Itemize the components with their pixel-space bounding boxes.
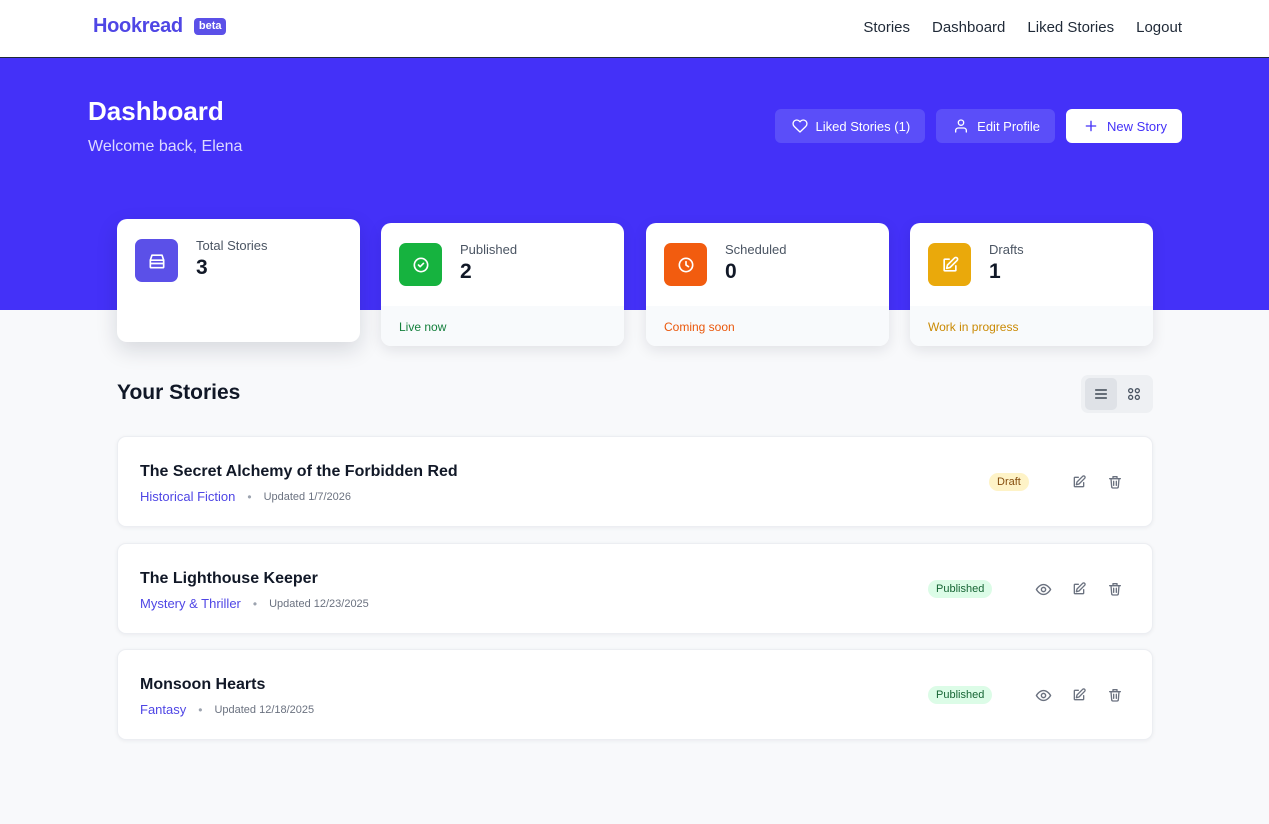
stat-value: 1 xyxy=(989,260,1001,283)
delete-story-button[interactable] xyxy=(1105,685,1125,705)
stat-label: Drafts xyxy=(989,242,1024,257)
inbox-icon xyxy=(135,239,178,282)
edit-story-button[interactable] xyxy=(1069,685,1089,705)
delete-story-button[interactable] xyxy=(1105,472,1125,492)
story-genre[interactable]: Historical Fiction xyxy=(140,489,236,504)
page-title: Dashboard xyxy=(88,96,224,126)
stat-card-total-stories[interactable]: Total Stories 3 xyxy=(117,219,360,342)
trash-icon xyxy=(1109,689,1121,702)
story-genre[interactable]: Fantasy xyxy=(140,702,187,717)
story-updated: Updated 12/18/2025 xyxy=(214,703,315,716)
user-icon xyxy=(955,119,968,133)
meta-separator: • xyxy=(198,702,203,717)
story-meta: Fantasy • Updated 12/18/2025 xyxy=(140,702,314,717)
eye-icon xyxy=(1035,689,1051,701)
brand-logo[interactable]: Hookread xyxy=(93,15,183,37)
nav-link-stories[interactable]: Stories xyxy=(863,19,910,36)
edit-icon xyxy=(1073,582,1086,595)
grid-view-button[interactable] xyxy=(1118,378,1150,410)
edit-icon xyxy=(1073,475,1086,488)
hero-actions: Liked Stories (1) Edit Profile New Story xyxy=(774,109,1182,143)
edit-profile-button[interactable]: Edit Profile xyxy=(936,109,1056,143)
status-badge: Published xyxy=(928,580,993,598)
status-badge: Draft xyxy=(989,473,1029,491)
status-badge: Published xyxy=(928,686,993,704)
meta-separator: • xyxy=(252,596,258,611)
new-story-button[interactable]: New Story xyxy=(1066,109,1182,143)
story-genre[interactable]: Mystery & Thriller xyxy=(140,596,241,611)
stat-card-scheduled[interactable]: Scheduled 0 Coming soon xyxy=(646,223,889,346)
stat-label: Total Stories xyxy=(196,238,268,253)
list-view-button[interactable] xyxy=(1085,378,1117,410)
edit-profile-button-label: Edit Profile xyxy=(977,118,1041,134)
story-title[interactable]: Monsoon Hearts xyxy=(140,676,266,693)
delete-story-button[interactable] xyxy=(1105,579,1125,599)
liked-stories-button-label: Liked Stories (1) xyxy=(815,118,911,134)
new-story-button-label: New Story xyxy=(1107,118,1167,134)
section-title: Your Stories xyxy=(117,381,241,404)
edit-icon xyxy=(928,243,971,286)
view-toggle xyxy=(1081,375,1153,413)
story-meta: Historical Fiction • Updated 1/7/2026 xyxy=(140,489,351,504)
trash-icon xyxy=(1109,583,1121,596)
meta-separator: • xyxy=(247,489,252,504)
stat-value: 3 xyxy=(196,256,208,279)
beta-badge: beta xyxy=(193,18,227,35)
view-story-button[interactable] xyxy=(1033,579,1053,599)
clock-icon xyxy=(664,243,707,286)
story-row[interactable]: The Secret Alchemy of the Forbidden Red … xyxy=(117,436,1153,527)
story-title[interactable]: The Secret Alchemy of the Forbidden Red xyxy=(140,463,458,480)
edit-story-button[interactable] xyxy=(1069,579,1089,599)
stat-card-published[interactable]: Published 2 Live now xyxy=(381,223,624,346)
top-navbar: Hookread beta Stories Dashboard Liked St… xyxy=(0,0,1269,58)
story-meta: Mystery & Thriller • Updated 12/23/2025 xyxy=(140,596,369,611)
edit-story-button[interactable] xyxy=(1069,472,1089,492)
trash-icon xyxy=(1109,476,1121,489)
eye-icon xyxy=(1035,583,1051,595)
stat-label: Published xyxy=(460,242,518,257)
view-story-button[interactable] xyxy=(1033,685,1053,705)
stat-footer: Live now xyxy=(381,306,624,346)
story-updated: Updated 12/23/2025 xyxy=(269,597,369,610)
edit-icon xyxy=(1073,688,1086,701)
stat-label: Scheduled xyxy=(725,242,787,257)
check-circle-icon xyxy=(399,243,442,286)
stat-value: 0 xyxy=(725,260,737,283)
plus-icon xyxy=(1085,120,1097,132)
stat-value: 2 xyxy=(460,260,472,283)
nav-links: Stories Dashboard Liked Stories Logout xyxy=(863,19,1182,36)
grid-icon xyxy=(1128,388,1140,400)
stat-footer: Coming soon xyxy=(646,306,889,346)
list-icon xyxy=(1095,389,1107,399)
nav-link-liked-stories[interactable]: Liked Stories xyxy=(1027,19,1115,36)
stat-card-drafts[interactable]: Drafts 1 Work in progress xyxy=(910,223,1153,346)
story-updated: Updated 1/7/2026 xyxy=(263,490,352,503)
heart-icon xyxy=(791,119,808,133)
liked-stories-button[interactable]: Liked Stories (1) xyxy=(774,109,926,143)
nav-link-dashboard[interactable]: Dashboard xyxy=(932,19,1006,36)
story-title[interactable]: The Lighthouse Keeper xyxy=(140,570,318,587)
stat-footer: Work in progress xyxy=(910,306,1153,346)
brand[interactable]: Hookread beta xyxy=(93,15,227,38)
story-row[interactable]: The Lighthouse Keeper Mystery & Thriller… xyxy=(117,543,1153,634)
nav-link-logout[interactable]: Logout xyxy=(1136,19,1182,36)
welcome-message: Welcome back, Elena xyxy=(88,138,243,155)
story-row[interactable]: Monsoon Hearts Fantasy • Updated 12/18/2… xyxy=(117,649,1153,740)
